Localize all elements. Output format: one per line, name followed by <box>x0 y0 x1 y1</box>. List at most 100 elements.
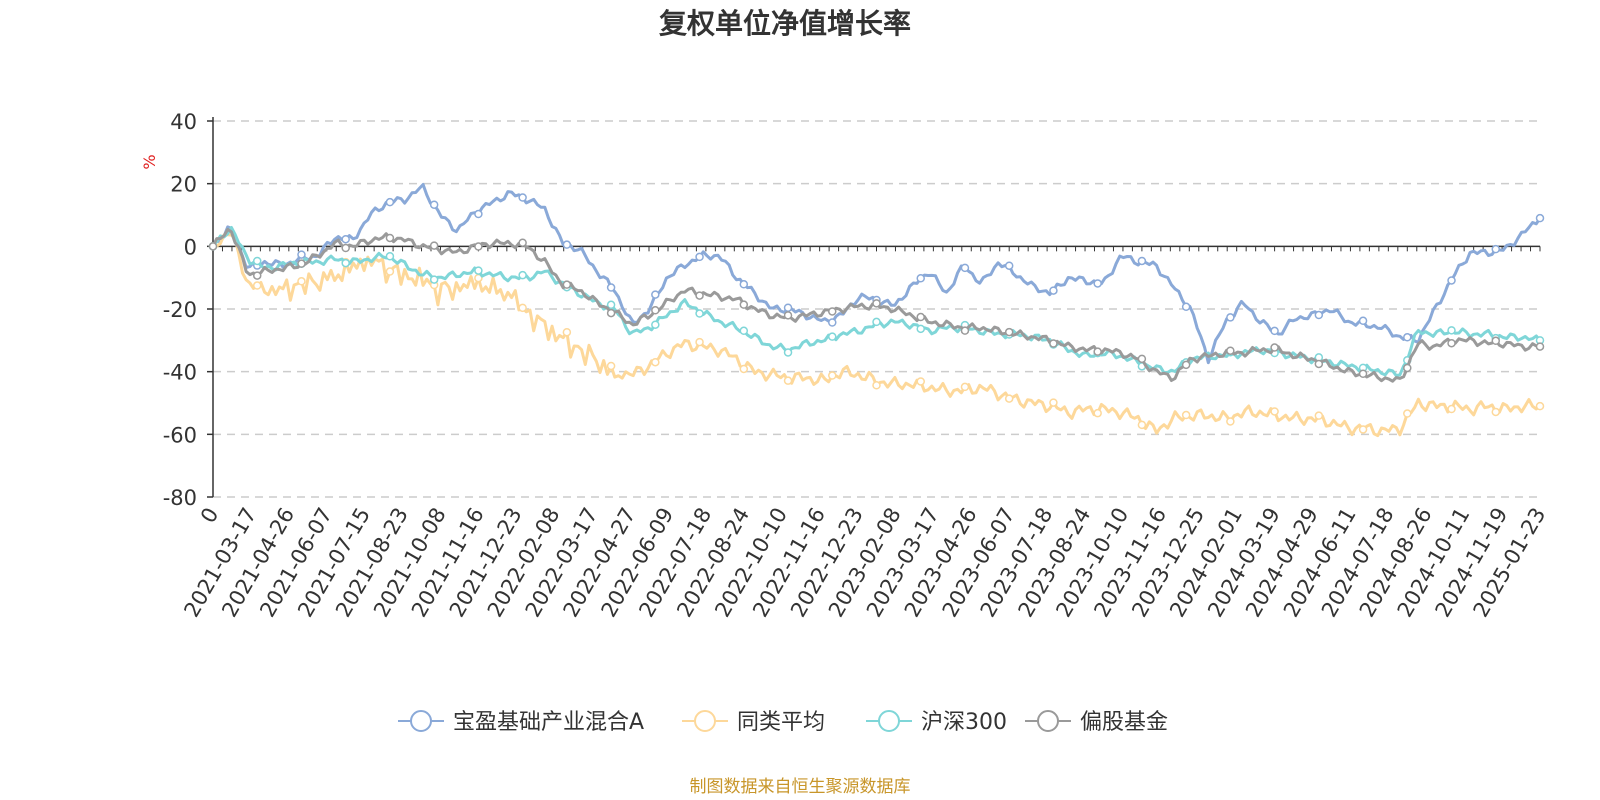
series-point <box>651 306 660 315</box>
legend-label[interactable]: 沪深300 <box>921 710 1007 735</box>
series-line <box>212 233 1541 438</box>
series-point <box>1403 363 1412 373</box>
gridlines <box>213 120 1540 498</box>
series-point <box>252 271 262 280</box>
series-point <box>518 193 527 202</box>
series-point <box>739 364 749 374</box>
legend-marker[interactable] <box>694 710 716 732</box>
series-point <box>429 200 439 209</box>
series-point <box>1049 339 1058 348</box>
series-point <box>385 267 395 276</box>
legend-marker[interactable] <box>1037 710 1059 732</box>
series-point <box>297 259 306 268</box>
series-point <box>960 263 970 273</box>
data-source-note: 制图数据来自恒生聚源数据库 <box>690 777 911 797</box>
series-point <box>341 234 350 244</box>
series-point <box>385 233 395 243</box>
series-point <box>1004 327 1014 337</box>
series-point <box>1314 359 1324 369</box>
series-point <box>562 240 572 249</box>
series-point <box>916 274 925 283</box>
series-point <box>1137 256 1147 266</box>
series-point <box>1447 326 1456 335</box>
series-point <box>695 291 704 300</box>
series-point <box>1004 394 1014 403</box>
series-point <box>1226 346 1235 355</box>
y-tick-label: 40 <box>170 110 197 134</box>
series-point <box>1181 410 1191 420</box>
series-point <box>872 299 881 308</box>
series-point <box>252 281 262 290</box>
series-point <box>474 242 483 251</box>
chart-title: 复权单位净值增长率 <box>659 7 911 40</box>
series-point <box>208 242 218 251</box>
series-point <box>1270 407 1279 416</box>
series-point <box>1535 401 1545 411</box>
series-point <box>651 320 660 329</box>
series-point <box>1093 408 1102 418</box>
series-point <box>1004 261 1014 270</box>
legend-label[interactable]: 宝盈基础产业混合A <box>453 710 644 735</box>
legend-label[interactable]: 同类平均 <box>737 710 825 735</box>
series-point <box>385 252 395 261</box>
series-point <box>606 361 616 371</box>
series-point <box>1314 310 1324 320</box>
y-tick-label: -80 <box>163 486 197 510</box>
series-point <box>297 277 306 286</box>
series-point <box>916 377 925 386</box>
legend[interactable]: 宝盈基础产业混合A 同类平均 沪深300 偏股基金 <box>398 710 1168 735</box>
series-point <box>606 300 616 310</box>
series-point <box>1447 276 1456 285</box>
series-point <box>783 311 793 320</box>
x-tick-label: 0 <box>196 504 223 528</box>
series-point <box>562 280 572 289</box>
series-point <box>1491 336 1501 346</box>
series-point <box>783 348 793 357</box>
series-point <box>916 312 925 322</box>
series-point <box>606 308 616 318</box>
series-point <box>695 252 704 262</box>
series-point <box>828 332 837 341</box>
series-point <box>429 241 439 250</box>
series-point <box>562 327 572 337</box>
series-point <box>1403 333 1412 342</box>
series-point <box>1314 411 1324 420</box>
axes: 40200-20-40-60-8002021-03-172021-04-2620… <box>163 110 1551 621</box>
series-point <box>739 300 749 309</box>
series-point <box>1403 409 1412 418</box>
legend-label[interactable]: 偏股基金 <box>1080 710 1168 735</box>
series-point <box>916 324 925 334</box>
series-point <box>960 382 970 392</box>
y-tick-label: 20 <box>170 173 197 197</box>
series-point <box>1447 338 1456 348</box>
series-point <box>1137 420 1147 430</box>
series-point <box>1270 326 1279 336</box>
series-point <box>1491 407 1501 417</box>
series-point <box>1181 360 1191 370</box>
y-tick-label: -60 <box>163 423 197 447</box>
legend-marker[interactable] <box>410 710 432 732</box>
series-point <box>1270 343 1279 352</box>
series-point <box>606 283 616 292</box>
series-point <box>1181 302 1191 312</box>
series-point <box>1447 404 1456 414</box>
y-axis-unit-label: % <box>140 154 159 169</box>
series-point <box>518 238 527 247</box>
series-point <box>474 209 483 219</box>
series-point <box>341 258 350 268</box>
legend-marker[interactable] <box>878 710 900 732</box>
series-line <box>211 183 1542 365</box>
series-point <box>297 250 306 259</box>
series-point <box>1093 347 1102 356</box>
series-point <box>1491 244 1501 254</box>
series-point <box>1358 316 1368 326</box>
series-point <box>828 371 837 380</box>
y-tick-label: -40 <box>163 361 197 385</box>
series-point <box>783 376 793 385</box>
series-point <box>651 357 660 367</box>
series-point <box>1137 354 1147 364</box>
series-point <box>252 256 262 266</box>
series-point <box>651 290 660 299</box>
series-point <box>1093 279 1102 288</box>
series-point <box>1358 369 1368 379</box>
